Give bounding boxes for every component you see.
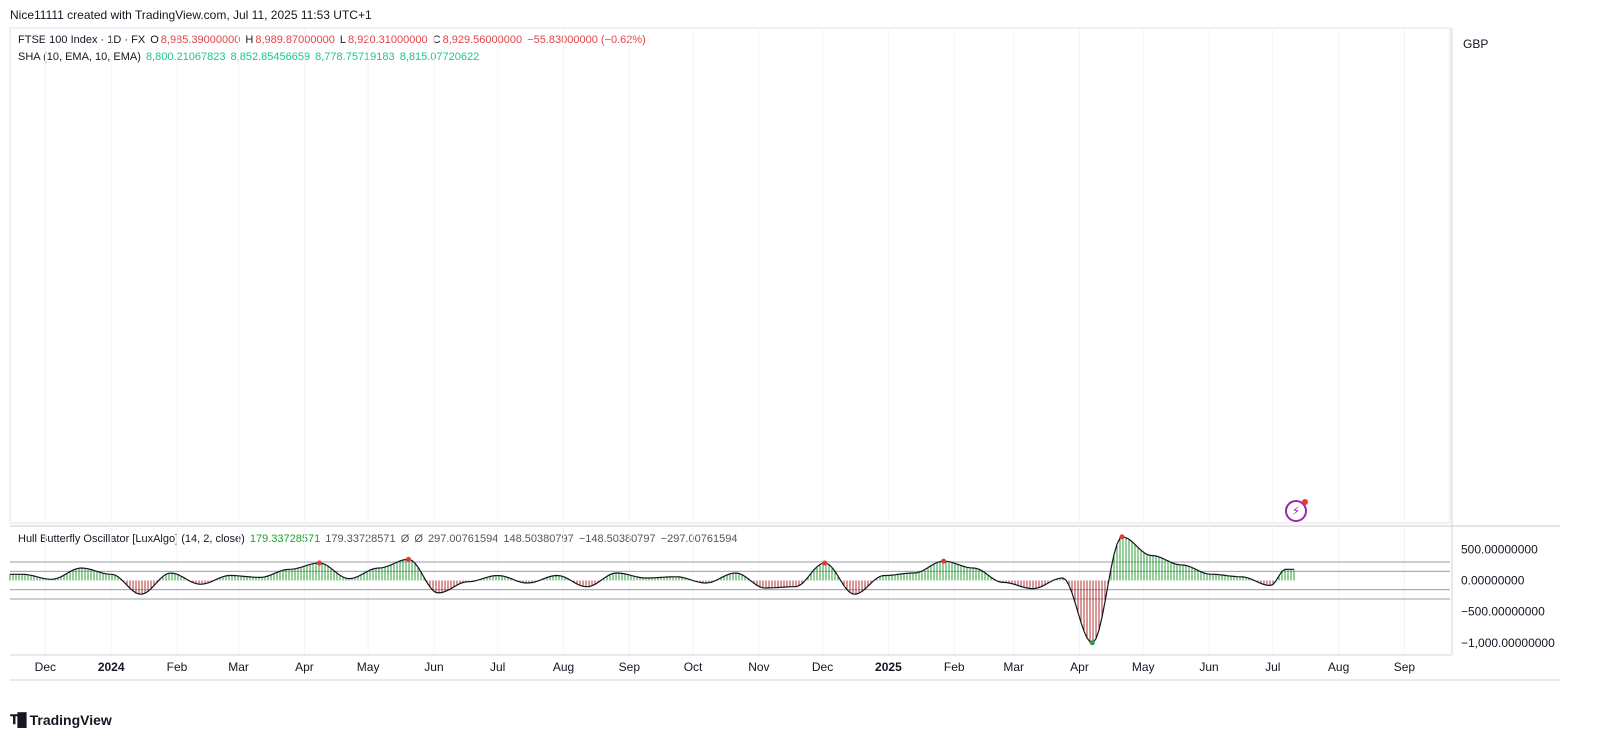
time-tick-label: Sep	[1394, 660, 1416, 674]
osc-value-3: Ø	[400, 533, 410, 545]
tradingview-logo-icon: 𝐓█	[10, 712, 27, 727]
time-tick-label: Mar	[228, 660, 249, 674]
time-tick-label: Feb	[167, 660, 188, 674]
osc-signal-dot	[941, 558, 947, 564]
osc-signal-dot	[1119, 534, 1125, 540]
sha-legend[interactable]: SHA (10, EMA, 10, EMA) 8,800.21067823 8,…	[18, 51, 481, 63]
osc-tick-label: 500.00000000	[1461, 542, 1538, 556]
osc-value-8: −297.00761594	[660, 533, 738, 545]
low-label: L	[339, 34, 347, 46]
time-tick-label: Jun	[1199, 660, 1218, 674]
close-value: 8,929.56000000	[442, 34, 523, 46]
symbol-name[interactable]: FTSE 100 Index · 1D · FX	[18, 34, 146, 46]
osc-tick-label: 0.00000000	[1461, 574, 1525, 588]
sha-value-1: 8,800.21067823	[145, 51, 226, 63]
high-label: H	[245, 34, 254, 46]
time-tick-label: Feb	[944, 660, 965, 674]
open-value: 8,985.39000000	[160, 34, 241, 46]
time-tick-label: May	[357, 660, 380, 674]
lightning-icon[interactable]: ⚡	[1285, 499, 1308, 522]
notification-dot	[1302, 499, 1308, 505]
sha-name[interactable]: SHA (10, EMA, 10, EMA)	[18, 51, 141, 63]
time-tick-label: 2024	[98, 660, 125, 674]
osc-line	[10, 536, 1294, 644]
oscillator-legend[interactable]: Hull Butterfly Oscillator [LuxAlgo] (14,…	[18, 533, 739, 545]
footer-brand: TradingView	[29, 712, 112, 728]
time-tick-label: 2025	[875, 660, 902, 674]
time-tick-label: Sep	[619, 660, 641, 674]
close-label: C	[432, 34, 441, 46]
oscillator-name[interactable]: Hull Butterfly Oscillator [LuxAlgo] (14,…	[18, 533, 245, 545]
osc-value-4: Ø	[414, 533, 423, 545]
change-value: −55.83000000 (−0.62%)	[527, 34, 646, 46]
time-tick-label: Dec	[35, 660, 56, 674]
sha-value-3: 8,778.75719183	[315, 51, 395, 63]
osc-signal-dot	[1089, 640, 1095, 646]
osc-value-1: 179.33728571	[249, 533, 321, 545]
sha-value-2: 8,852.85456659	[230, 51, 311, 63]
time-tick-label: Mar	[1003, 660, 1024, 674]
time-tick-label: Jul	[490, 660, 505, 674]
time-tick-label: Oct	[684, 660, 703, 674]
time-tick-label: Aug	[553, 660, 574, 674]
osc-tick-label: −1,000.00000000	[1461, 636, 1555, 650]
time-tick-label: Apr	[1070, 660, 1089, 674]
open-label: O	[150, 34, 159, 46]
osc-tick-label: −500.00000000	[1461, 605, 1545, 619]
time-tick-label: Nov	[748, 660, 769, 674]
symbol-legend[interactable]: FTSE 100 Index · 1D · FX O 8,985.39000000…	[18, 34, 648, 46]
osc-value-5: 297.00761594	[427, 533, 499, 545]
sha-value-4: 8,815.07720622	[399, 51, 480, 63]
time-tick-label: Jul	[1265, 660, 1280, 674]
osc-signal-dot	[316, 560, 322, 566]
osc-value-7: −148.50380797	[578, 533, 656, 545]
tradingview-footer[interactable]: 𝐓█ TradingView	[10, 712, 112, 728]
osc-signal-dot	[405, 556, 411, 562]
time-tick-label: Apr	[295, 660, 314, 674]
time-tick-label: May	[1132, 660, 1155, 674]
chart-attribution: Nice11111 created with TradingView.com, …	[10, 8, 372, 22]
currency-label[interactable]: GBP	[1463, 37, 1489, 51]
osc-value-2: 179.33728571	[325, 533, 396, 545]
main-pane-frame	[9, 27, 1451, 524]
high-value: 8,989.87000000	[255, 34, 335, 46]
osc-signal-dot	[822, 560, 828, 566]
osc-value-6: 148.50380797	[503, 533, 574, 545]
time-tick-label: Jun	[424, 660, 443, 674]
time-tick-label: Dec	[812, 660, 833, 674]
time-tick-label: Aug	[1328, 660, 1349, 674]
